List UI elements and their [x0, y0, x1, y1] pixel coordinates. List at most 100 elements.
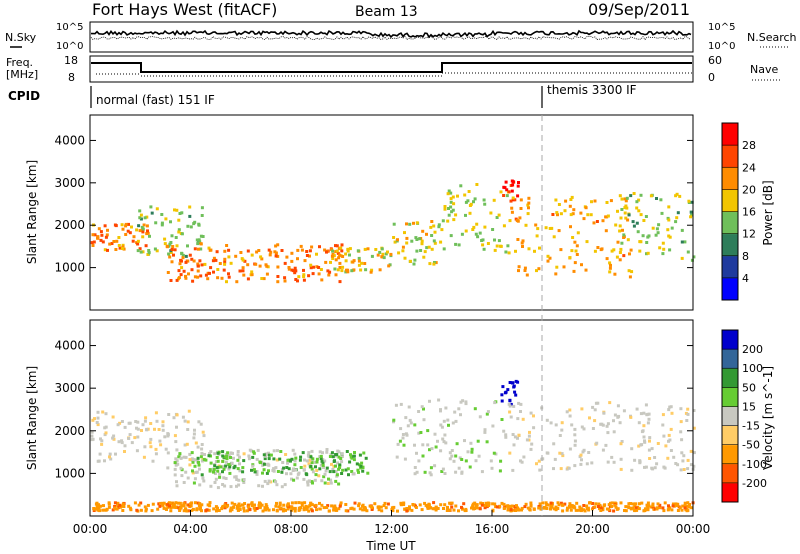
data-cell: [331, 455, 335, 459]
data-cell: [166, 466, 170, 470]
data-cell: [255, 472, 259, 476]
data-cell: [339, 501, 343, 505]
data-cell: [201, 430, 205, 434]
data-cell: [96, 410, 100, 414]
data-cell: [302, 278, 306, 282]
data-cell: [472, 200, 475, 204]
data-cell: [640, 501, 644, 505]
data-cell: [638, 240, 642, 244]
data-cell: [276, 265, 280, 269]
data-cell: [133, 436, 137, 440]
data-cell: [213, 452, 217, 456]
data-cell: [493, 238, 496, 242]
colorbar-frame: [721, 329, 739, 503]
data-cell: [628, 252, 631, 256]
data-cell: [250, 253, 254, 257]
data-cell: [302, 273, 306, 277]
data-cell: [218, 472, 222, 476]
data-cell: [483, 506, 487, 510]
data-cell: [161, 420, 165, 424]
data-cell: [174, 440, 178, 444]
data-cell: [348, 253, 351, 257]
data-cell: [562, 265, 566, 269]
data-cell: [646, 508, 650, 512]
data-cell: [563, 209, 567, 213]
data-cell: [157, 428, 161, 431]
data-cell: [332, 464, 336, 468]
data-cell: [112, 240, 116, 243]
data-cell: [186, 244, 189, 248]
data-cell: [177, 455, 181, 459]
data-cell: [241, 470, 245, 474]
data-cell: [204, 458, 208, 462]
data-cell: [587, 508, 591, 512]
data-cell: [605, 257, 609, 261]
data-cell: [583, 509, 587, 513]
colorbar-tick-label: 15: [742, 400, 756, 413]
data-cell: [667, 433, 671, 437]
data-cell: [225, 457, 229, 461]
data-cell: [208, 452, 211, 456]
data-cell: [432, 507, 436, 511]
data-cell: [573, 240, 577, 244]
data-cell: [637, 209, 641, 213]
data-cell: [283, 279, 287, 283]
data-cell: [432, 239, 436, 243]
data-cell: [281, 461, 285, 464]
data-cell: [334, 453, 338, 456]
data-cell: [442, 440, 446, 444]
data-cell: [632, 224, 636, 228]
data-cell: [264, 503, 268, 507]
data-cell: [568, 447, 572, 451]
data-cell: [380, 247, 384, 251]
data-cell: [242, 459, 246, 463]
data-cell: [506, 507, 510, 511]
data-cell: [613, 503, 617, 507]
data-cell: [221, 454, 225, 458]
data-cell: [546, 451, 550, 455]
data-cell: [653, 466, 657, 470]
data-cell: [331, 249, 335, 253]
data-cell: [586, 506, 590, 510]
data-cell: [236, 458, 240, 462]
data-cell: [655, 197, 658, 200]
data-cell: [514, 393, 518, 397]
data-cell: [298, 507, 302, 511]
data-cell: [523, 269, 527, 272]
data-cell: [294, 278, 298, 281]
data-cell: [255, 470, 259, 473]
data-cell: [238, 455, 241, 459]
data-cell: [574, 249, 578, 253]
data-cell: [623, 211, 627, 215]
data-cell: [319, 454, 323, 458]
data-cell: [568, 502, 572, 506]
data-cell: [651, 505, 655, 509]
data-cell: [509, 199, 513, 203]
data-cell: [175, 484, 179, 488]
data-cell: [272, 457, 276, 461]
data-cell: [106, 228, 109, 232]
data-cell: [181, 415, 185, 419]
data-cell: [618, 224, 622, 228]
data-cell: [253, 470, 257, 474]
data-cell: [678, 194, 682, 198]
data-cell: [629, 506, 633, 510]
data-cell: [468, 465, 472, 469]
data-cell: [516, 238, 520, 241]
data-cell: [179, 258, 183, 262]
data-cell: [150, 211, 154, 215]
data-cell: [184, 507, 187, 511]
data-cell: [130, 225, 133, 229]
data-cell: [242, 506, 246, 510]
data-cell: [483, 225, 487, 229]
data-cell: [332, 470, 336, 474]
data-cell: [200, 459, 204, 463]
data-cell: [246, 249, 250, 253]
data-cell: [185, 442, 189, 446]
data-cell: [413, 443, 416, 447]
data-cell: [161, 503, 165, 507]
nave-tick-high: 60: [708, 54, 722, 67]
data-cell: [302, 508, 306, 512]
data-cell: [335, 244, 339, 248]
data-cell: [509, 505, 513, 509]
